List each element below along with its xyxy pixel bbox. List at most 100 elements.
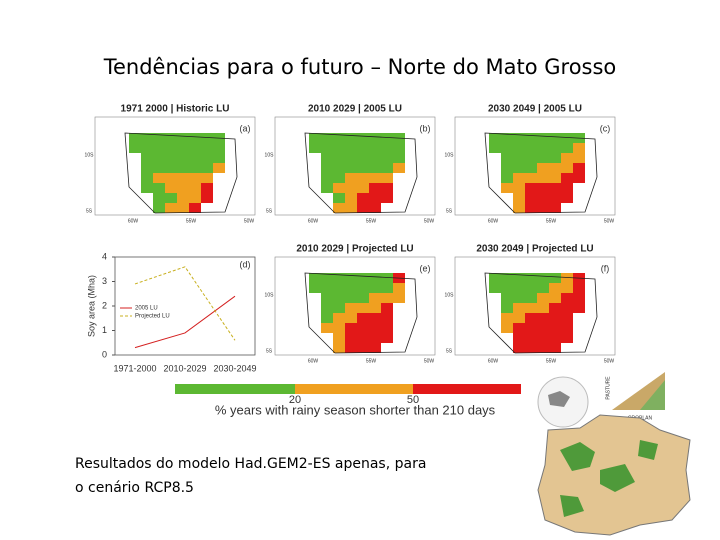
map-cell (549, 273, 561, 283)
map-cell (561, 323, 573, 333)
map-cell (309, 283, 321, 293)
colorbar-caption: % years with rainy season shorter than 2… (215, 402, 496, 417)
map-cell (357, 143, 369, 153)
map-cell (345, 173, 357, 183)
map-cell (321, 303, 333, 313)
map-cell (513, 193, 525, 203)
map-cell (489, 133, 501, 143)
map-cell (201, 143, 213, 153)
map-cell (357, 203, 369, 213)
map-cell (345, 163, 357, 173)
map-border (304, 272, 418, 354)
lat-label: 5S (266, 348, 273, 354)
map-cell (369, 133, 381, 143)
map-cell (549, 203, 561, 213)
panel-title: 1971 2000 | Historic LU (121, 104, 230, 115)
map-cell (561, 283, 573, 293)
y-tick-label: 1 (102, 325, 107, 335)
map-cell (549, 313, 561, 323)
map-cell (153, 193, 165, 203)
map-cell (393, 143, 405, 153)
map-cell (525, 153, 537, 163)
x-tick-label: 2030-2049 (213, 363, 256, 373)
map-cell (369, 293, 381, 303)
map-cell (549, 143, 561, 153)
map-cell (153, 143, 165, 153)
map-cell (513, 183, 525, 193)
map-cell (501, 143, 513, 153)
map-cell (561, 293, 573, 303)
map-cell (141, 133, 153, 143)
map-cell (525, 303, 537, 313)
map-cell (513, 343, 525, 353)
map-cell (345, 313, 357, 323)
legend-triangle-part (640, 380, 665, 410)
y-tick-label: 0 (102, 349, 107, 359)
map-cell (525, 163, 537, 173)
panel-letter: (c) (600, 123, 611, 133)
map-cell (141, 163, 153, 173)
map-cell (513, 283, 525, 293)
map-cell (513, 273, 525, 283)
inset-label: PASTURE (605, 376, 611, 400)
map-cell (189, 153, 201, 163)
map-cell (537, 343, 549, 353)
lon-label: 55W (366, 358, 377, 364)
panel-letter: (d) (240, 259, 251, 269)
map-cell (381, 293, 393, 303)
map-border (304, 132, 418, 214)
map-cell (501, 183, 513, 193)
series-line (134, 295, 236, 349)
map-cell (177, 143, 189, 153)
map-cell (321, 283, 333, 293)
map-cell (345, 323, 357, 333)
map-cell (189, 143, 201, 153)
map-cell (333, 293, 345, 303)
map-cell (321, 133, 333, 143)
map-cell (501, 323, 513, 333)
map-cell (393, 293, 405, 303)
map-cell (165, 203, 177, 213)
map-cell (165, 183, 177, 193)
map-border (484, 132, 598, 214)
lat-label: 10S (85, 152, 95, 158)
map-cell (177, 133, 189, 143)
lon-label: 60W (488, 218, 499, 224)
map-cell (357, 303, 369, 313)
map-cell (513, 293, 525, 303)
body-text: o cenário RCP8.5 (75, 480, 194, 496)
colorbar-orange (295, 384, 413, 394)
lon-label: 50W (424, 358, 435, 364)
map-cell (381, 153, 393, 163)
map-cell (549, 283, 561, 293)
map-cell (177, 183, 189, 193)
colorbar-red (413, 384, 521, 394)
map-cell (561, 183, 573, 193)
map-cell (573, 283, 585, 293)
lat-label: 5S (446, 348, 453, 354)
map-cell (381, 323, 393, 333)
map-cell (525, 323, 537, 333)
map-cell (537, 293, 549, 303)
map-cell (381, 193, 393, 203)
map-cell (501, 163, 513, 173)
panel-letter: (f) (601, 263, 610, 273)
lat-label: 5S (446, 208, 453, 214)
map-cell (369, 283, 381, 293)
map-cell (561, 333, 573, 343)
map-cell (573, 303, 585, 313)
map-cell (537, 173, 549, 183)
map-cell (165, 143, 177, 153)
map-cell (141, 153, 153, 163)
map-cell (525, 333, 537, 343)
map-cell (525, 133, 537, 143)
map-cell (381, 283, 393, 293)
map-cell (513, 323, 525, 333)
map-cell (333, 283, 345, 293)
panel-letter: (b) (420, 123, 431, 133)
x-tick-label: 1971-2000 (113, 363, 156, 373)
map-cell (549, 343, 561, 353)
map-cell (177, 173, 189, 183)
map-border (484, 272, 598, 354)
